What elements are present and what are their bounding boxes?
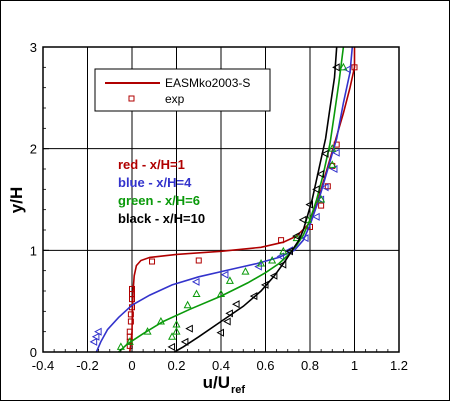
data-point (321, 183, 329, 192)
data-point (279, 246, 288, 255)
data-point (278, 237, 285, 244)
data-point (332, 148, 340, 157)
x-tick-label: 1.2 (390, 358, 408, 373)
data-point (225, 309, 233, 318)
data-point (298, 215, 307, 224)
annotation-blue: blue - x/H=4 (118, 175, 192, 190)
annotation-green: green - x/H=6 (118, 193, 200, 208)
data-point (168, 332, 177, 340)
data-point (257, 258, 266, 267)
x-tick-label: 0.8 (301, 358, 319, 373)
data-point (278, 260, 287, 269)
x-tick-label: 0.6 (256, 358, 274, 373)
data-point (318, 202, 325, 209)
data-point (94, 327, 102, 336)
data-point (223, 317, 231, 326)
x-tick-label: -0.4 (32, 358, 54, 373)
series-layer (89, 46, 358, 353)
data-point (89, 337, 98, 346)
data-point (216, 289, 226, 298)
data-point (285, 247, 293, 256)
data-point (192, 289, 201, 298)
legend-label-exp: exp (165, 92, 185, 106)
data-point (232, 300, 240, 309)
x-tick-label: 0 (128, 358, 135, 373)
data-point (156, 316, 165, 325)
series-line-1 (95, 46, 354, 353)
data-point (292, 232, 300, 241)
data-point (172, 319, 181, 328)
data-point (220, 270, 229, 279)
data-point (332, 63, 340, 72)
y-axis-label: y/H (7, 187, 26, 213)
legend-label-model: EASMko2003-S (165, 76, 250, 90)
data-point (316, 170, 325, 179)
data-point (195, 257, 202, 264)
data-point (126, 342, 133, 349)
data-point (149, 258, 156, 265)
legend-box (94, 68, 271, 112)
legend: EASMko2003-S exp (94, 68, 271, 112)
data-point (127, 311, 134, 318)
annotation-red: red - x/H=1 (118, 157, 185, 172)
data-point (126, 328, 133, 335)
data-point (241, 267, 250, 275)
data-point (167, 342, 176, 351)
data-point (260, 280, 269, 289)
x-tick-label: 1 (351, 358, 358, 373)
data-point (143, 327, 152, 335)
data-point (312, 185, 320, 194)
data-point (269, 271, 278, 280)
data-point (183, 300, 192, 309)
data-point (191, 277, 200, 286)
data-point (300, 234, 309, 243)
y-tick-label: 2 (30, 142, 37, 157)
data-point (185, 324, 193, 333)
y-tick-label: 1 (30, 243, 37, 258)
data-point (172, 327, 181, 335)
data-point (225, 276, 234, 284)
data-point (127, 318, 134, 325)
axis-ticks: -0.4 -0.2 0 0.2 0.4 0.6 0.8 1 1.2 0 1 2 3 (30, 40, 408, 373)
x-tick-label: -0.2 (76, 358, 98, 373)
data-point (268, 255, 277, 264)
data-point (339, 62, 348, 71)
data-point (321, 149, 329, 158)
data-point (305, 200, 313, 209)
series-line-3 (173, 46, 338, 353)
data-point (328, 160, 337, 168)
x-tick-label: 0.4 (212, 358, 230, 373)
data-point (343, 65, 351, 74)
data-point (351, 64, 358, 71)
x-axis-label-subscript: ref (231, 384, 245, 396)
data-point (317, 194, 326, 203)
data-point (216, 328, 224, 337)
legend-marker-swatch (128, 95, 135, 102)
data-point (129, 285, 135, 292)
y-tick-label: 0 (30, 345, 37, 360)
data-point (125, 337, 134, 345)
data-point (312, 212, 320, 221)
y-tick-label: 3 (30, 40, 37, 55)
annotations: red - x/H=1 blue - x/H=4 green - x/H=6 b… (118, 157, 205, 226)
x-axis-label: u/U (203, 373, 230, 392)
x-tick-label: 0.2 (167, 358, 185, 373)
data-point (180, 337, 189, 346)
data-point (249, 292, 258, 301)
data-point (276, 252, 285, 261)
data-point (328, 144, 337, 152)
annotation-black: black - x/H=10 (118, 211, 205, 226)
data-point (91, 332, 100, 341)
